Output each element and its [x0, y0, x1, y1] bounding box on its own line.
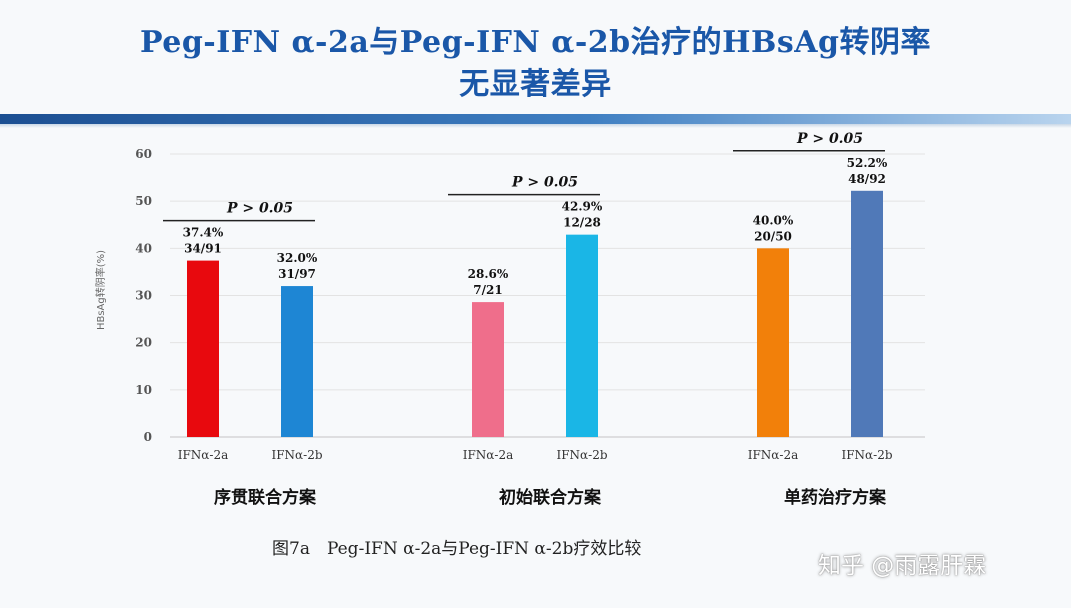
bar-2-IFNα-2a — [472, 302, 504, 437]
p-value-label: P > 0.05 — [226, 201, 293, 217]
bar-3-IFNα-2a — [757, 248, 789, 437]
bar-value-percent: 37.4% — [183, 226, 224, 240]
bar-chart: 0 10 20 30 40 50 60 HBsAg转阴率(%) 37.4% 34/91 IFNα-2… — [94, 131, 925, 508]
bar-value-fraction: 7/21 — [473, 283, 502, 297]
x-tick-label: IFNα-2a — [463, 448, 514, 462]
bar-value-percent: 52.2% — [847, 156, 888, 170]
bar-value-percent: 40.0% — [753, 213, 794, 227]
bar-value-percent: 32.0% — [277, 251, 318, 265]
watermark: 知乎 @雨露肝霖 — [818, 553, 987, 579]
y-tick-label: 0 — [144, 430, 152, 444]
bar-value-fraction: 48/92 — [848, 172, 886, 186]
bar-3-IFNα-2b — [851, 190, 883, 437]
y-tick-label: 40 — [135, 241, 152, 255]
slide-title-line1: Peg-IFN α-2a与Peg-IFN α-2b治疗的HBsAg转阴率 — [139, 25, 931, 60]
bar-value-fraction: 20/50 — [754, 229, 792, 243]
figure-caption: 图7a Peg-IFN α-2a与Peg-IFN α-2b疗效比较 — [272, 539, 642, 559]
bar-1-IFNα-2b — [281, 286, 313, 437]
bar-value-fraction: 12/28 — [563, 216, 601, 230]
x-tick-label: IFNα-2b — [271, 448, 322, 462]
bar-value-percent: 42.9% — [562, 200, 603, 214]
y-tick-label: 20 — [135, 336, 152, 350]
bar-value-fraction: 34/91 — [184, 242, 222, 256]
bar-1-IFNα-2a — [187, 260, 219, 437]
slide-title-line2: 无显著差异 — [459, 67, 612, 102]
p-value-label: P > 0.05 — [796, 131, 863, 147]
x-tick-label: IFNα-2b — [841, 448, 892, 462]
group-label: 序贯联合方案 — [214, 487, 317, 508]
bar-value-fraction: 31/97 — [278, 267, 316, 281]
y-tick-label: 10 — [135, 383, 152, 397]
bar-2-IFNα-2b — [566, 234, 598, 437]
y-tick-label: 30 — [135, 289, 152, 303]
x-tick-label: IFNα-2b — [556, 448, 607, 462]
x-tick-label: IFNα-2a — [748, 448, 799, 462]
p-value-label: P > 0.05 — [511, 175, 578, 191]
bar-value-percent: 28.6% — [468, 267, 509, 281]
slide-title: Peg-IFN α-2a与Peg-IFN α-2b治疗的HBsAg转阴率 无显著… — [0, 22, 1071, 106]
group-label: 初始联合方案 — [499, 487, 602, 508]
y-tick-label: 50 — [135, 194, 152, 208]
x-tick-label: IFNα-2a — [178, 448, 229, 462]
title-underline-shadow — [0, 124, 1071, 128]
title-underline-bar — [0, 114, 1071, 124]
group-label: 单药治疗方案 — [784, 487, 887, 508]
y-tick-label: 60 — [135, 147, 152, 161]
y-axis-label: HBsAg转阴率(%) — [94, 250, 107, 330]
